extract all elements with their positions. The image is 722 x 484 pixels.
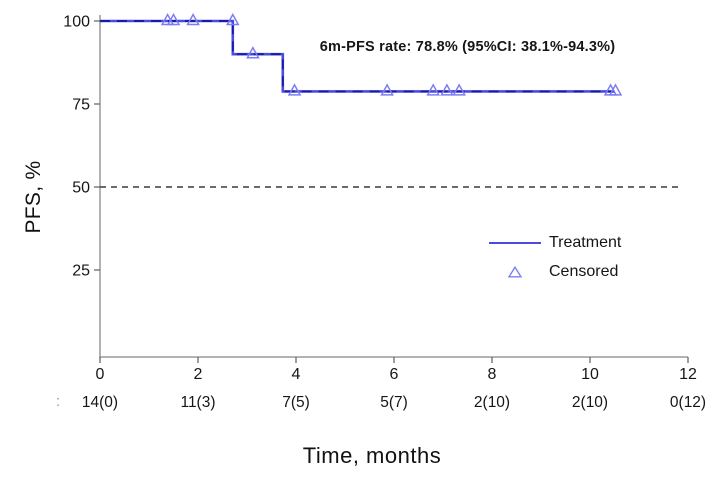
censored-marker: [226, 12, 240, 26]
at-risk-value: 11(3): [180, 394, 215, 411]
y-tick-label: 25: [72, 263, 90, 280]
legend: Treatment Censored: [489, 233, 621, 291]
legend-item-treatment: Treatment: [489, 233, 621, 252]
x-tick-label: 12: [679, 366, 697, 383]
at-risk-value: 0(12): [670, 394, 706, 411]
legend-censored-label: Censored: [549, 262, 619, 280]
at-risk-prefix: :: [56, 393, 61, 410]
censored-swatch: [489, 265, 541, 278]
treatment-line-swatch: [489, 241, 541, 244]
treatment-line-icon: [489, 241, 541, 244]
y-tick-label: 75: [72, 97, 90, 114]
y-tick-label: 50: [72, 180, 90, 197]
at-risk-value: 2(10): [572, 394, 608, 411]
censored-marker: [452, 83, 466, 96]
at-risk-value: 14(0): [82, 394, 118, 411]
censored-marker: [380, 83, 394, 96]
x-tick-label: 0: [96, 366, 105, 383]
x-tick-label: 10: [581, 366, 599, 383]
x-tick-label: 8: [488, 366, 497, 383]
censored-marker: [440, 83, 454, 96]
censored-marker: [246, 46, 260, 59]
pfs-rate-annotation: 6m-PFS rate: 78.8% (95%CI: 38.1%-94.3%): [319, 39, 616, 55]
censored-marker: [287, 83, 302, 96]
x-tick-label: 2: [194, 366, 203, 383]
at-risk-value: 5(7): [380, 394, 408, 411]
y-tick-label: 100: [63, 14, 90, 31]
censored-marker: [426, 83, 440, 96]
censored-marker: [166, 12, 181, 26]
y-axis-title: PFS, %: [22, 160, 45, 234]
censored-marker: [608, 83, 623, 96]
x-tick-label: 4: [292, 366, 301, 383]
at-risk-value: 2(10): [474, 394, 510, 411]
legend-item-censored: Censored: [489, 262, 621, 281]
x-axis-title: Time, months: [302, 443, 442, 468]
censored-triangle-icon: [508, 265, 522, 278]
km-curve-dash-overlay: [100, 20, 615, 93]
legend-treatment-label: Treatment: [549, 233, 622, 251]
x-tick-label: 6: [390, 366, 399, 383]
censored-marker: [186, 12, 200, 26]
km-curve-treatment: [100, 19, 615, 93]
at-risk-value: 7(5): [282, 394, 310, 411]
